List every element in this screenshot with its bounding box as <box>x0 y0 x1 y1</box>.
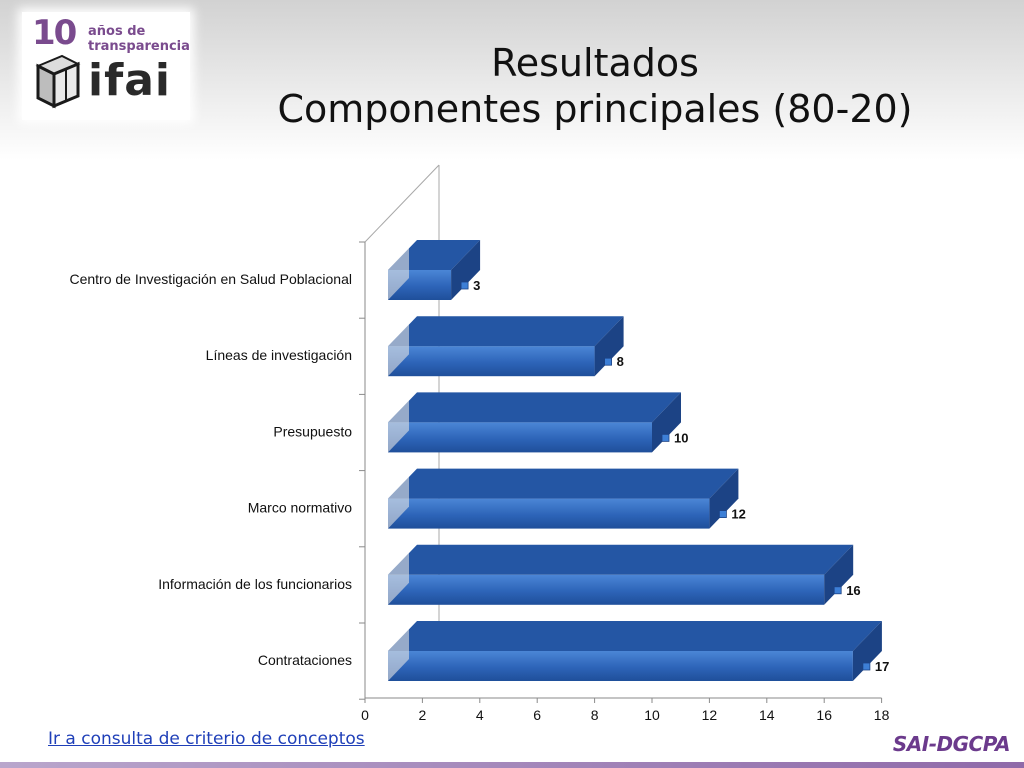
title-line-2: Componentes principales (80-20) <box>277 87 913 131</box>
logo-number: 10 <box>32 13 77 53</box>
bar-base-shadow <box>388 324 409 377</box>
bar-side-face <box>709 468 739 529</box>
bar-side-face <box>824 544 854 605</box>
bar-side-face <box>852 621 882 681</box>
bar <box>388 651 853 681</box>
glass-box-icon <box>35 54 81 109</box>
value-label: 17 <box>875 659 889 674</box>
bar-base-shadow <box>388 552 409 605</box>
value-marker <box>833 586 842 595</box>
x-tick-label: 14 <box>759 707 775 723</box>
bar <box>388 422 652 453</box>
value-label: 8 <box>617 354 624 369</box>
bar-base-shadow <box>388 248 409 300</box>
x-tick-label: 10 <box>644 707 660 723</box>
bar-top-face <box>388 240 481 270</box>
criteria-link[interactable]: Ir a consulta de criterio de conceptos <box>48 729 365 749</box>
logo-tagline: años de transparencia <box>88 24 190 54</box>
category-label: Información de los funcionarios <box>158 576 352 592</box>
value-marker <box>661 433 670 442</box>
logo-tagline-line1: años de <box>88 24 146 39</box>
value-marker <box>719 510 727 519</box>
bar-top-face <box>388 468 739 499</box>
value-label: 16 <box>846 583 860 598</box>
bar <box>388 346 595 377</box>
bar-top-face <box>388 316 624 347</box>
logo-wordmark: ifai <box>88 55 171 106</box>
bar-side-face <box>594 316 624 377</box>
value-marker <box>604 357 612 366</box>
x-tick-label: 16 <box>816 707 832 723</box>
wall-top-edge <box>364 164 440 243</box>
bottom-divider <box>0 762 1024 768</box>
category-label: Centro de Investigación en Salud Poblaci… <box>69 271 352 287</box>
value-marker <box>460 281 469 290</box>
title-line-1: Resultados <box>491 41 699 85</box>
bar-base-shadow <box>388 629 409 681</box>
x-tick-label: 4 <box>476 707 484 723</box>
ifai-logo: 10 años de transparencia ifai <box>22 12 190 120</box>
bar-top-face <box>388 544 854 575</box>
value-marker <box>862 662 871 671</box>
category-label: Presupuesto <box>273 423 352 439</box>
bar-top-face <box>388 392 681 423</box>
bar-side-face <box>451 240 481 300</box>
bar-top-face <box>388 621 882 651</box>
x-tick-label: 0 <box>361 707 369 723</box>
value-label: 12 <box>731 507 745 522</box>
bar <box>388 574 825 605</box>
category-label: Marco normativo <box>248 500 352 516</box>
value-label: 3 <box>473 278 480 293</box>
brand-label: SAI-DGCPA <box>892 732 1011 756</box>
x-tick-label: 8 <box>591 707 599 723</box>
x-tick-label: 2 <box>419 707 427 723</box>
chart-bars <box>388 240 882 681</box>
bar-side-face <box>652 392 681 453</box>
x-tick-label: 12 <box>702 707 718 723</box>
category-label: Líneas de investigación <box>206 347 352 363</box>
x-tick-label: 18 <box>874 707 890 723</box>
bar-base-shadow <box>388 476 409 529</box>
category-label: Contrataciones <box>258 652 352 668</box>
bar <box>388 498 710 529</box>
x-tick-label: 6 <box>533 707 541 723</box>
slide-title: Resultados Componentes principales (80-2… <box>230 40 960 132</box>
logo-tagline-line2: transparencia <box>88 39 190 54</box>
bar-base-shadow <box>388 400 409 453</box>
value-label: 10 <box>674 430 688 445</box>
chart-labels: 0 2 4 6 8 10 12 14 16 18 3 Centro de Investigación … <box>69 271 889 723</box>
